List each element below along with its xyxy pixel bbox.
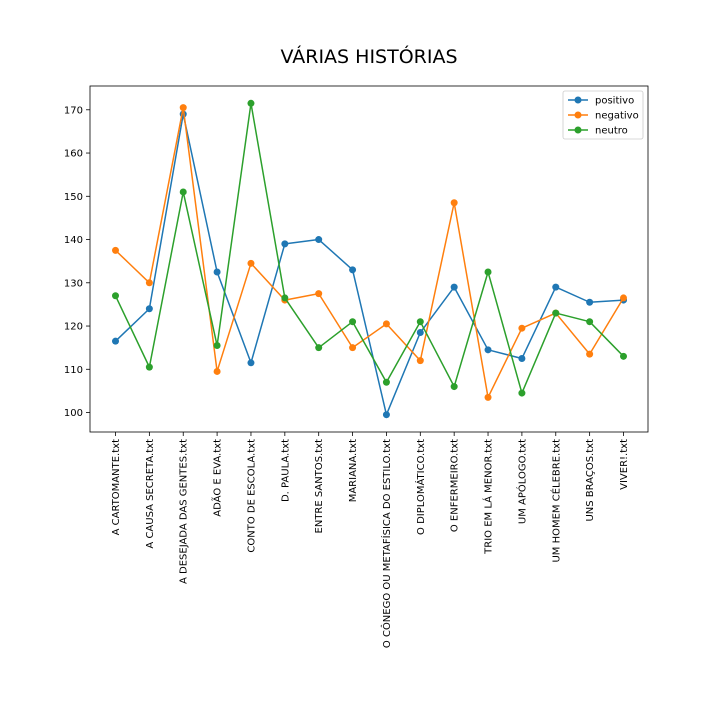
point-neutro-um-apologo-txt [518,389,526,397]
series-line-neutro [114,102,625,394]
point-negativo-conto-de-escola-txt [247,259,255,267]
point-positivo-uns-bracos-txt [586,298,594,306]
x-tick-label: MARIANA.txt [348,439,359,502]
point-positivo-o-diplomatico-txt [416,329,424,337]
legend-marker-neutro [574,126,582,134]
point-neutro-um-homem-celebre-txt [552,309,560,317]
x-axis: A CARTOMANTE.txt A CAUSA SECRETA.txt A DES… [111,432,630,648]
legend-box [562,90,644,140]
point-neutro-o-enfermeiro-txt [450,383,458,391]
point-positivo-d-paula-txt [281,240,289,248]
series-line-negativo [114,106,625,399]
point-neutro-a-cartomante-txt [112,292,119,300]
legend-label-positivo: positivo [595,96,634,107]
x-tick-label: ENTRE SANTOS.txt [314,439,325,534]
point-positivo-adao-e-eva-txt [213,268,221,276]
x-tick-label: UM APÓLOGO.txt [515,439,528,524]
x-tick-label: D. PAULA.txt [280,439,291,502]
point-positivo-entre-santos-txt [315,236,323,244]
x-tick-label: O ENFERMEIRO.txt [450,439,461,532]
series-layer [112,99,627,419]
x-tick-label: ADÃO E EVA.txt [211,439,224,517]
y-axis: 100 110 120 130 140 150 160 170 [64,105,90,419]
legend-label-neutro: neutro [595,126,628,137]
point-positivo-um-homem-celebre-txt [552,283,560,291]
point-negativo-entre-santos-txt [315,290,323,298]
point-negativo-o-enfermeiro-txt [450,199,458,207]
point-negativo-o-conego-ou-metafisica-do-estilo-txt [382,320,390,328]
point-positivo-conto-de-escola-txt [247,359,255,367]
point-neutro-d-paula-txt [281,294,289,302]
point-neutro-o-conego-ou-metafisica-do-estilo-txt [382,378,390,386]
x-tick-label: CONTO DE ESCOLA.txt [246,439,257,553]
x-tick-label: UNS BRAÇOS.txt [585,439,596,522]
legend-marker-positivo [574,96,582,104]
series-line-positivo [114,113,624,416]
x-tick-label: TRIO EM LÁ MENOR.txt [482,439,495,555]
point-neutro-uns-bracos-txt [586,318,594,326]
y-tick-label: 150 [64,192,83,203]
point-negativo-mariana-txt [349,344,357,352]
point-neutro-conto-de-escola-txt [247,99,255,107]
point-negativo-um-apologo-txt [518,324,526,332]
y-tick-label: 130 [64,278,83,289]
point-neutro-a-desejada-das-gentes-txt [179,188,187,196]
y-tick-label: 100 [64,408,83,419]
point-negativo-a-desejada-das-gentes-txt [179,104,187,112]
point-neutro-trio-em-la-menor-txt [484,268,492,276]
point-negativo-adao-e-eva-txt [213,367,221,375]
x-tick-label: A CAUSA SECRETA.txt [145,439,156,549]
y-tick-label: 160 [64,149,83,160]
plot-area [89,85,649,433]
legend: positivo negativo neutro [562,90,644,140]
point-negativo-o-diplomatico-txt [416,357,424,365]
series-neutro [112,99,627,397]
point-negativo-a-cartomante-txt [112,246,119,254]
point-positivo-um-apologo-txt [518,354,526,362]
point-neutro-a-causa-secreta-txt [145,363,153,371]
point-neutro-entre-santos-txt [315,344,323,352]
x-tick-label: A DESEJADA DAS GENTES.txt [179,439,190,584]
x-tick-label: O DIPLOMÁTICO.txt [414,439,427,535]
chart-title: VÁRIAS HISTÓRIAS [280,44,457,68]
point-neutro-viver-txt [620,352,627,360]
series-positivo [112,110,627,419]
point-positivo-o-enfermeiro-txt [450,283,458,291]
legend-label-negativo: negativo [595,111,639,122]
series-negativo [112,104,627,401]
point-positivo-a-cartomante-txt [112,337,119,345]
point-negativo-a-causa-secreta-txt [145,279,153,287]
y-tick-label: 140 [64,235,83,246]
point-negativo-uns-bracos-txt [586,350,594,358]
y-tick-label: 110 [64,365,83,376]
x-tick-label: UM HOMEM CÉLEBRE.txt [549,439,562,563]
point-neutro-mariana-txt [349,318,357,326]
point-neutro-o-diplomatico-txt [416,318,424,326]
x-tick-label: O CÔNEGO OU METAFÍSICA DO ESTILO.txt [380,439,393,648]
legend-marker-negativo [574,111,582,119]
point-positivo-trio-em-la-menor-txt [484,346,492,354]
point-positivo-o-conego-ou-metafisica-do-estilo-txt [382,411,390,419]
point-negativo-viver-txt [620,294,627,302]
y-tick-label: 120 [64,322,83,333]
x-tick-label: A CARTOMANTE.txt [111,439,122,535]
point-positivo-a-causa-secreta-txt [145,305,153,313]
point-negativo-trio-em-la-menor-txt [484,393,492,401]
y-tick-label: 170 [64,105,83,116]
point-positivo-mariana-txt [349,266,357,274]
point-neutro-adao-e-eva-txt [213,342,221,349]
x-tick-label: VIVER!.txt [619,439,630,490]
